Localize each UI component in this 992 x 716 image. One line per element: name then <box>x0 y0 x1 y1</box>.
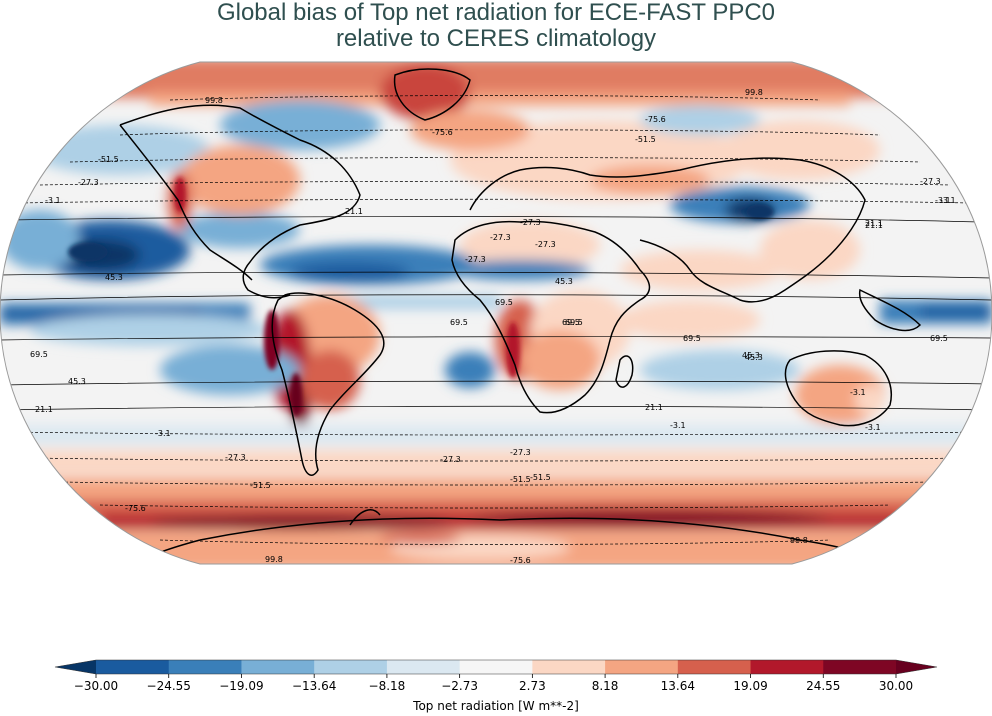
colorbar-bin <box>532 660 606 674</box>
bias-map: 99.8 -75.6 -51.5 -27.3 -3.1 21.1 45.3 69… <box>0 61 992 565</box>
colorbar-tick-label: 30.00 <box>879 679 913 693</box>
colorbar-bin <box>168 660 242 674</box>
bias-detail <box>68 177 774 417</box>
contour-label: 69.5 <box>562 318 580 327</box>
contour-label: -75.6 <box>125 504 146 513</box>
colorbar-bins <box>54 659 938 675</box>
contour-label: -51.5 <box>250 481 271 490</box>
map-title-line-1: Global bias of Top net radiation for ECE… <box>216 0 776 26</box>
contour-label: 45.3 <box>105 273 123 282</box>
contour-label: 45.3 <box>742 351 760 360</box>
colorbar-tick-label: −8.18 <box>369 679 406 693</box>
colorbar-tick-label: 8.18 <box>592 679 619 693</box>
colorbar-tick-label: 2.73 <box>519 679 546 693</box>
contour-label: 21.1 <box>865 221 883 230</box>
contour-label: 21.1 <box>645 403 663 412</box>
contour-label: -27.3 <box>510 448 531 457</box>
contour-label: -3.1 <box>45 196 61 205</box>
contour-label: -27.3 <box>78 178 99 187</box>
contour-label: -3.1 <box>850 388 866 397</box>
colorbar-bin <box>750 660 824 674</box>
negative-contours <box>9 95 981 545</box>
contour-labels: 99.8 -75.6 -51.5 -27.3 -3.1 21.1 45.3 69… <box>30 88 956 565</box>
colorbar-tick-label: 13.64 <box>661 679 695 693</box>
contour-label: 69.5 <box>683 334 701 343</box>
colorbar-bin <box>314 660 388 674</box>
contour-label: 69.5 <box>930 334 948 343</box>
colorbar-extend-high <box>896 660 937 674</box>
contour-label: 45.3 <box>745 353 763 362</box>
contour-label: -3.1 <box>935 196 951 205</box>
contour-label: -75.6 <box>432 128 453 137</box>
contour-label: 99.8 <box>265 555 283 564</box>
contour-label: -27.3 <box>520 218 541 227</box>
contour-label: -75.6 <box>645 115 666 124</box>
colorbar-label: Top net radiation [W m**-2] <box>413 699 579 713</box>
contour-label: -51.5 <box>635 135 656 144</box>
contour-label: 21.1 <box>35 405 53 414</box>
contour-label: -27.3 <box>535 240 556 249</box>
contour-label: -3.1 <box>940 196 956 205</box>
colorbar-ticks: −30.00 −24.55 −19.09 −13.64 −8.18 −2.73 2.73 8.… <box>74 674 913 693</box>
contour-label: 69.5 <box>30 350 48 359</box>
colorbar-extend-low <box>55 660 96 674</box>
colorbar-tick-label: −19.09 <box>219 679 263 693</box>
colorbar-tick-label: −13.64 <box>292 679 336 693</box>
contour-label: -51.5 <box>98 155 119 164</box>
colorbar-bin <box>605 660 679 674</box>
contour-label: -27.3 <box>490 233 511 242</box>
coastlines <box>119 68 922 563</box>
contour-label: -51.5 <box>510 475 531 484</box>
colorbar: −30.00 −24.55 −19.09 −13.64 −8.18 −2.73 2.73 8.… <box>54 659 938 693</box>
contour-label: -3.1 <box>155 429 171 438</box>
contour-label: -51.5 <box>530 473 551 482</box>
colorbar-bin <box>459 660 533 674</box>
contour-label: 21.1 <box>345 207 363 216</box>
contour-label: 69.5 <box>495 298 513 307</box>
contour-label: -75.6 <box>510 556 531 565</box>
contour-label: 69.5 <box>565 318 583 327</box>
contour-label: -27.3 <box>225 453 246 462</box>
contour-label: 99.8 <box>205 96 223 105</box>
contour-label: -27.3 <box>440 455 461 464</box>
contour-label: -3.1 <box>865 423 881 432</box>
colorbar-bin <box>241 660 315 674</box>
colorbar-bin <box>96 660 170 674</box>
colorbar-bin <box>677 660 752 674</box>
contour-label: 21.1 <box>865 219 883 228</box>
map-title-line-2: relative to CERES climatology <box>335 25 657 52</box>
contour-label: 99.8 <box>790 536 808 545</box>
colorbar-bin <box>823 660 897 674</box>
globe-outline <box>0 61 992 565</box>
positive-contours <box>0 216 992 411</box>
contour-label: 69.5 <box>450 318 468 327</box>
contour-label: 99.8 <box>745 88 763 97</box>
globe-field: 99.8 -75.6 -51.5 -27.3 -3.1 21.1 45.3 69… <box>0 62 992 565</box>
colorbar-tick-label: 19.09 <box>733 679 767 693</box>
colorbar-tick-label: −2.73 <box>441 679 478 693</box>
contour-label: 45.3 <box>555 277 573 286</box>
contour-label: -3.1 <box>670 421 686 430</box>
colorbar-tick-label: −24.55 <box>147 679 191 693</box>
contour-label: -27.3 <box>465 255 486 264</box>
colorbar-tick-label: 24.55 <box>806 679 840 693</box>
contour-label: -27.3 <box>920 177 941 186</box>
colorbar-tick-label: −30.00 <box>74 679 118 693</box>
contour-label: 45.3 <box>68 377 86 386</box>
colorbar-bin <box>386 660 461 674</box>
